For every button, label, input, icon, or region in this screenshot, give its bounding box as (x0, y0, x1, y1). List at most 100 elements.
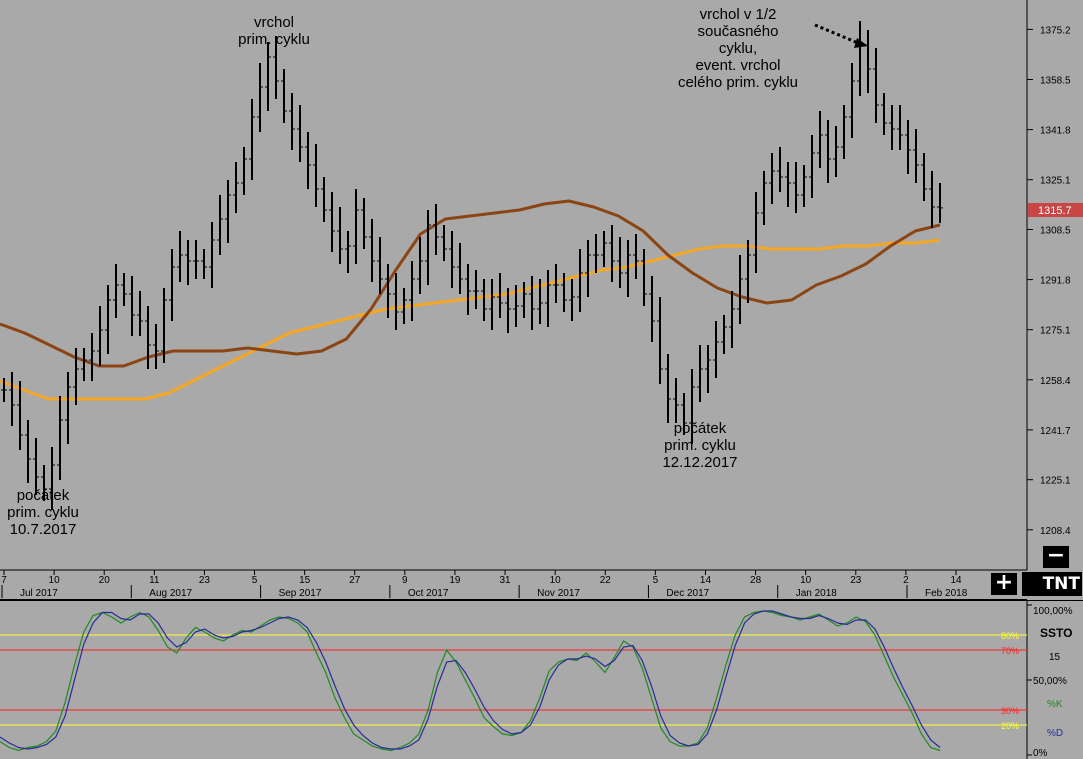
ohlc-bar (17, 381, 23, 450)
ssto-series-line (0, 610, 941, 750)
ohlc-bar (441, 225, 447, 261)
month-label: Oct 2017 (408, 588, 449, 599)
x-tick-label: 10 (550, 575, 562, 586)
ohlc-bar (537, 279, 543, 324)
ohlc-bar (409, 261, 415, 321)
ohlc-bar (497, 273, 503, 318)
ohlc-bar (89, 333, 95, 381)
ohlc-bar (529, 276, 535, 330)
ohlc-bar (761, 171, 767, 225)
x-tick-label: 27 (349, 575, 361, 586)
ohlc-bar (225, 180, 231, 243)
x-tick-label: 11 (149, 575, 160, 586)
ohlc-bar (913, 129, 919, 183)
ohlc-bar (105, 285, 111, 354)
x-tick-label: 23 (850, 575, 862, 586)
ohlc-bar (25, 420, 31, 483)
ssto-axis-label: 0% (1033, 748, 1048, 759)
ssto-plot-area (0, 600, 1027, 759)
ohlc-bar (305, 132, 311, 189)
ohlc-bar (457, 243, 463, 294)
svg-text:1315.7: 1315.7 (1038, 205, 1072, 217)
ohlc-bar (433, 204, 439, 255)
ohlc-bar (729, 291, 735, 348)
x-axis-ticks: 7 10 20 11 23 5 15 27 9 19 31 10 22 5 14 28 10 23 2 14 Jul 2… (1, 570, 968, 599)
ohlc-bar (601, 231, 607, 267)
ohlc-bar (609, 225, 615, 282)
ohlc-bar (137, 291, 143, 336)
ohlc-bar (921, 153, 927, 201)
price-plot-area (0, 0, 1027, 570)
ohlc-bar (825, 120, 831, 183)
month-label: Jul 2017 (20, 588, 58, 599)
ohlc-bar (353, 189, 359, 264)
ohlc-bar (713, 321, 719, 378)
plus-button[interactable]: + (991, 572, 1017, 595)
month-label: Feb 2018 (925, 588, 968, 599)
month-label: Jan 2018 (796, 588, 838, 599)
ohlc-bar (705, 345, 711, 393)
ohlc-bar (809, 135, 815, 198)
ohlc-bar (65, 372, 71, 444)
ohlc-bar (721, 315, 727, 354)
ohlc-bar (33, 438, 39, 495)
y-tick-label: 1225.1 (1040, 476, 1071, 487)
ssto-axis: 100,00% 50,00% 0% (1027, 604, 1073, 759)
ohlc-bar (417, 237, 423, 294)
ohlc-bar (473, 270, 479, 309)
ohlc-bar (81, 348, 87, 381)
ssto-d-label: %D (1047, 728, 1064, 739)
ohlc-bar (737, 255, 743, 324)
x-tick-label: 10 (800, 575, 812, 586)
level-label: 30% (1001, 706, 1019, 716)
ohlc-bar (177, 231, 183, 282)
ohlc-bar (129, 276, 135, 336)
ohlc-bar (929, 171, 935, 228)
ohlc-bar (593, 234, 599, 273)
ohlc-bar (577, 249, 583, 312)
ohlc-bar (617, 237, 623, 288)
y-tick-label: 1308.5 (1040, 226, 1071, 237)
ohlc-bar (369, 219, 375, 282)
ohlc-bar (57, 396, 63, 480)
minus-button[interactable]: − (1043, 545, 1069, 568)
ohlc-bar (633, 234, 639, 279)
ohlc-bar (489, 279, 495, 330)
annotation-top-2: vrchol v 1/2 současného cyklu, event. vr… (677, 6, 799, 91)
annotation-bottom-1: počátek prim. cyklu 10.7.2017 (7, 487, 79, 538)
ohlc-bar (201, 249, 207, 279)
ohlc-bar (385, 264, 391, 318)
x-tick-label: 19 (449, 575, 461, 586)
y-tick-label: 1358.5 (1040, 76, 1071, 87)
y-tick-label: 1241.7 (1040, 426, 1071, 437)
ohlc-bar (49, 447, 55, 510)
y-tick-label: 1375.2 (1040, 25, 1071, 36)
ohlc-bar (505, 288, 511, 333)
x-tick-label: 31 (499, 575, 511, 586)
ohlc-bar (41, 465, 47, 501)
ohlc-bar (561, 273, 567, 312)
tnt-logo: TNT (1022, 572, 1082, 596)
ohlc-bar (193, 240, 199, 279)
ssto-lines (0, 610, 941, 752)
ohlc-bar (241, 147, 247, 195)
ohlc-bar (153, 324, 159, 369)
x-tick-label: 7 (1, 575, 7, 586)
ma-slow-line (0, 238, 941, 401)
current-price-marker: 1315.7 (1028, 203, 1083, 217)
x-tick-label: 14 (700, 575, 712, 586)
ohlc-bar (97, 306, 103, 366)
ohlc-bar (289, 93, 295, 150)
x-tick-label: 5 (653, 575, 659, 586)
ssto-title: SSTO (1040, 626, 1073, 640)
ohlc-bar (481, 279, 487, 321)
ohlc-bar (313, 144, 319, 207)
ssto-axis-label: 100,00% (1033, 606, 1073, 617)
month-label: Sep 2017 (279, 588, 322, 599)
level-label: 70% (1001, 646, 1019, 656)
ohlc-bar (753, 192, 759, 273)
arrow-annotation (814, 23, 868, 48)
month-label: Dec 2017 (666, 588, 709, 599)
ohlc-bar (449, 231, 455, 288)
x-tick-label: 28 (750, 575, 762, 586)
